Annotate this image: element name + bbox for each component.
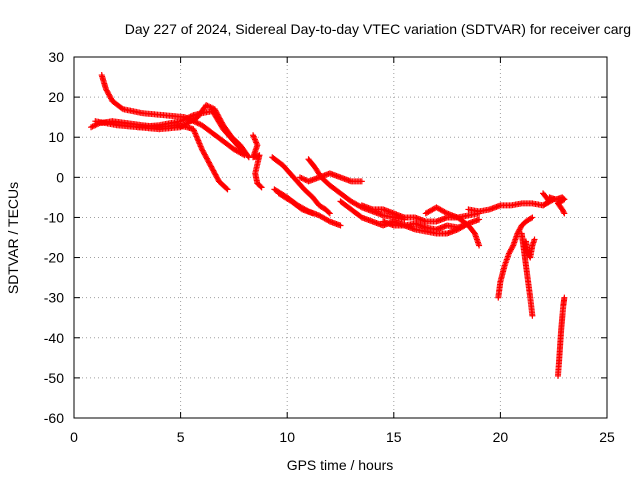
y-tick-label: -20 — [44, 250, 64, 266]
data-point — [476, 216, 483, 223]
plot-frame — [73, 56, 608, 419]
data-point — [529, 214, 536, 221]
plot-area — [88, 72, 568, 379]
data-marker — [528, 215, 535, 222]
y-tick-label: 20 — [48, 89, 64, 105]
data-marker — [560, 209, 567, 216]
x-tick-label: 15 — [386, 429, 402, 445]
series-arc-21 — [554, 294, 568, 379]
data-marker — [223, 185, 230, 192]
series-arc-5 — [250, 132, 265, 191]
data-point — [550, 196, 557, 203]
x-tick-label: 0 — [70, 429, 78, 445]
data-point — [337, 222, 344, 229]
data-point — [561, 210, 568, 217]
y-tick-label: -50 — [44, 370, 64, 386]
y-tick-label: -30 — [44, 290, 64, 306]
x-tick-label: 25 — [599, 429, 615, 445]
y-axis-ticks: -60 -50 -40 -30 -20 -10 0 10 20 30 — [44, 49, 607, 426]
series-arc-14 — [422, 204, 483, 249]
series-arc-16 — [495, 214, 536, 301]
series-arc-15 — [465, 200, 547, 215]
x-tick-label: 20 — [493, 429, 509, 445]
data-marker — [244, 153, 251, 160]
data-marker — [325, 217, 332, 224]
x-tick-label: 10 — [279, 429, 295, 445]
series-arc-20 — [540, 190, 557, 209]
series-arc-4 — [134, 102, 252, 161]
series-arc-18 — [522, 236, 538, 261]
data-point — [326, 210, 333, 217]
y-axis-label: SDTVAR / TECUs — [5, 182, 21, 294]
grid-lines — [74, 57, 607, 418]
data-marker — [549, 197, 556, 204]
x-axis-label: GPS time / hours — [287, 457, 394, 473]
y-tick-label: -40 — [44, 330, 64, 346]
y-tick-label: -60 — [44, 410, 64, 426]
data-marker — [509, 243, 516, 250]
data-marker — [325, 209, 332, 216]
data-point — [476, 242, 483, 249]
y-tick-label: 10 — [48, 129, 64, 145]
series-arc-1 — [98, 72, 248, 159]
data-marker — [118, 105, 125, 112]
series-arc-8 — [275, 190, 316, 217]
data-point — [309, 210, 316, 217]
data-marker — [257, 183, 264, 190]
x-axis-ticks: 0 5 10 15 20 25 — [70, 57, 615, 445]
series-arc-13 — [380, 216, 483, 237]
chart-title: Day 227 of 2024, Sidereal Day-to-day VTE… — [125, 21, 631, 37]
series-arc-17 — [518, 230, 536, 319]
y-tick-label: 30 — [48, 49, 64, 65]
series-arc-6 — [269, 154, 333, 217]
data-point — [358, 178, 365, 185]
data-point — [529, 312, 536, 319]
x-tick-label: 5 — [177, 429, 185, 445]
y-tick-label: -10 — [44, 209, 64, 225]
data-point — [258, 184, 265, 191]
data-point — [531, 236, 538, 243]
data-marker — [442, 209, 449, 216]
series-arc-10 — [296, 170, 365, 185]
data-point — [561, 294, 568, 301]
y-tick-label: 0 — [56, 169, 64, 185]
data-point — [224, 186, 231, 193]
